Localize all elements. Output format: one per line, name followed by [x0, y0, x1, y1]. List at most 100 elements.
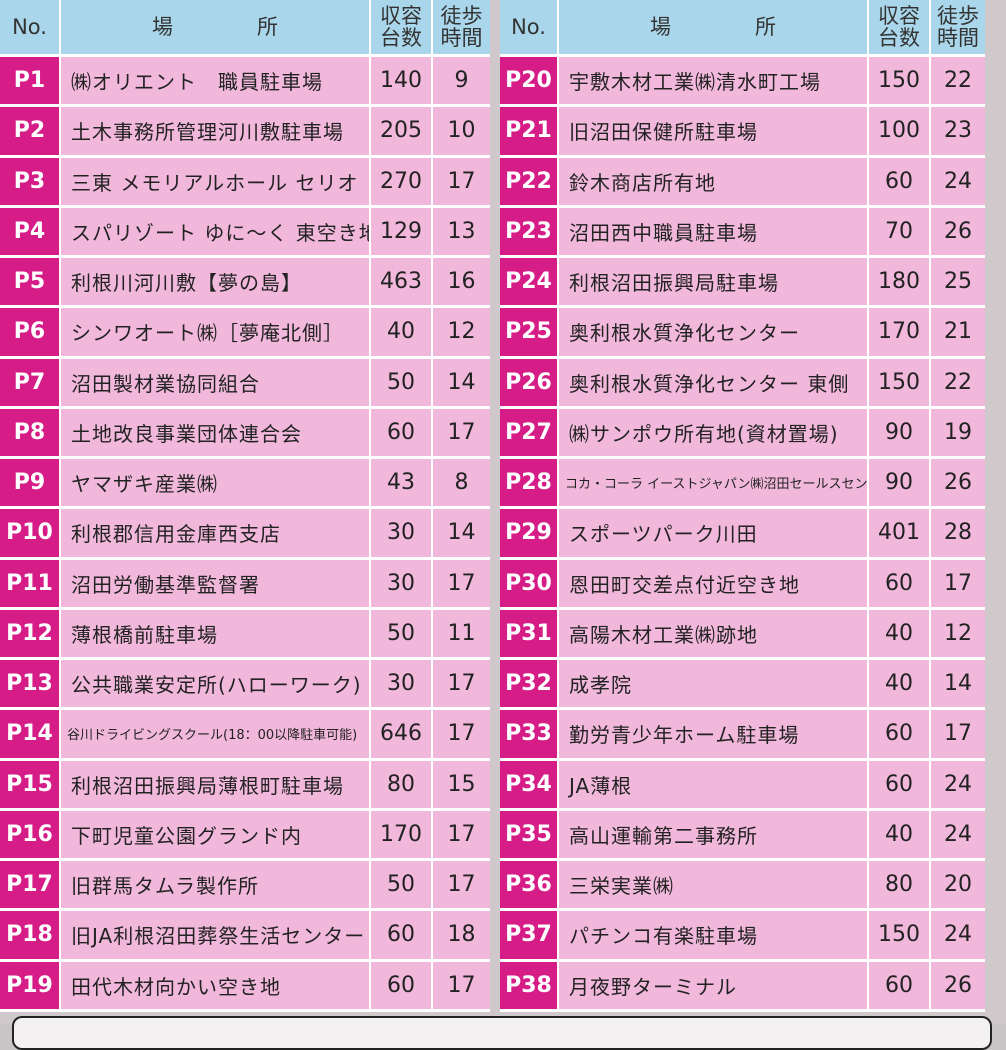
parking-capacity: 463: [370, 256, 433, 309]
parking-capacity: 50: [370, 608, 433, 661]
parking-capacity: 30: [370, 507, 433, 560]
table-row: P34 JA薄根 60 24: [500, 759, 985, 811]
table-row: P20 宇敷木材工業㈱清水町工場 150 22: [500, 55, 985, 108]
walking-minutes: 26: [930, 206, 985, 259]
parking-place-name: 谷川ドライビングスクール(18：00以降駐車可能): [60, 708, 371, 761]
parking-number: P37: [500, 909, 559, 962]
table-row: P35 高山運輸第二事務所 40 24: [500, 809, 985, 862]
walking-minutes: 22: [930, 357, 985, 409]
parking-number: P14: [0, 708, 61, 761]
table-header-row: No. 場所 収容 台数 徒歩 時間: [500, 0, 985, 57]
walking-minutes: 17: [432, 809, 490, 862]
walking-minutes: 26: [930, 960, 985, 1012]
parking-number: P5: [0, 256, 61, 309]
table-row: P10 利根郡信用金庫西支店 30 14: [0, 507, 490, 560]
table-row: P29 スポーツパーク川田 401 28: [500, 507, 985, 560]
table-row: P16 下町児童公園グランド内 170 17: [0, 809, 490, 862]
parking-capacity: 150: [868, 55, 931, 108]
walking-minutes: 17: [432, 859, 490, 912]
parking-capacity: 40: [868, 608, 931, 661]
parking-capacity: 170: [868, 306, 931, 359]
table-row: P1 ㈱オリエント 職員駐車場 140 9: [0, 55, 490, 108]
table-row: P32 成孝院 40 14: [500, 658, 985, 711]
parking-capacity: 40: [868, 658, 931, 711]
table-row: P13 公共職業安定所(ハローワーク) 30 17: [0, 658, 490, 711]
table-row: P17 旧群馬タムラ製作所 50 17: [0, 859, 490, 912]
parking-capacity: 205: [370, 105, 433, 158]
parking-place-name: 利根沼田振興局薄根町駐車場: [60, 759, 371, 811]
walking-minutes: 17: [432, 960, 490, 1012]
parking-number: P20: [500, 55, 559, 108]
table-row: P23 沼田西中職員駐車場 70 26: [500, 206, 985, 259]
parking-capacity: 150: [868, 357, 931, 409]
parking-capacity: 60: [868, 708, 931, 761]
table-row: P4 スパリゾート ゆに～く 東空き地 129 13: [0, 206, 490, 259]
parking-capacity: 43: [370, 457, 433, 510]
walking-minutes: 14: [930, 658, 985, 711]
parking-capacity: 90: [868, 457, 931, 510]
parking-place-name: 鈴木商店所有地: [558, 156, 869, 208]
parking-place-name: 土地改良事業団体連合会: [60, 407, 371, 460]
parking-place-name: JA薄根: [558, 759, 869, 811]
table-row: P14 谷川ドライビングスクール(18：00以降駐車可能) 646 17: [0, 708, 490, 761]
header-no: No.: [0, 0, 61, 57]
parking-place-name: スパリゾート ゆに～く 東空き地: [60, 206, 371, 259]
table-row: P33 勤労青少年ホーム駐車場 60 17: [500, 708, 985, 761]
walking-minutes: 28: [930, 507, 985, 560]
table-row: P3 三東 メモリアルホール セリオ 270 17: [0, 156, 490, 208]
parking-place-name: 奥利根水質浄化センター 東側: [558, 357, 869, 409]
parking-number: P35: [500, 809, 559, 862]
parking-number: P10: [0, 507, 61, 560]
walking-minutes: 17: [432, 658, 490, 711]
parking-capacity: 60: [868, 960, 931, 1012]
parking-place-name: 沼田西中職員駐車場: [558, 206, 869, 259]
parking-capacity: 60: [370, 909, 433, 962]
parking-place-name: 奥利根水質浄化センター: [558, 306, 869, 359]
walking-minutes: 14: [432, 357, 490, 409]
parking-capacity: 180: [868, 256, 931, 309]
header-capacity: 収容 台数: [868, 0, 931, 57]
parking-capacity: 50: [370, 357, 433, 409]
table-row: P9 ヤマザキ産業㈱ 43 8: [0, 457, 490, 510]
table-row: P24 利根沼田振興局駐車場 180 25: [500, 256, 985, 309]
table-row: P26 奥利根水質浄化センター 東側 150 22: [500, 357, 985, 409]
table-row: P25 奥利根水質浄化センター 170 21: [500, 306, 985, 359]
parking-capacity: 270: [370, 156, 433, 208]
parking-number: P8: [0, 407, 61, 460]
parking-place-name: パチンコ有楽駐車場: [558, 909, 869, 962]
table-row: P11 沼田労働基準監督署 30 17: [0, 558, 490, 610]
parking-place-name: コカ・コーラ イーストジャパン㈱沼田セールスセンター: [558, 457, 869, 510]
parking-place-name: 旧JA利根沼田葬祭生活センター: [60, 909, 371, 962]
parking-number: P25: [500, 306, 559, 359]
parking-table-right: No. 場所 収容 台数 徒歩 時間 P20 宇敷木材工業㈱清水町工場 150 22 P21…: [500, 0, 985, 1012]
table-row: P31 高陽木材工業㈱跡地 40 12: [500, 608, 985, 661]
walking-minutes: 14: [432, 507, 490, 560]
parking-place-name: 成孝院: [558, 658, 869, 711]
parking-capacity: 80: [370, 759, 433, 811]
parking-capacity: 90: [868, 407, 931, 460]
walking-minutes: 17: [930, 708, 985, 761]
parking-place-name: 旧沼田保健所駐車場: [558, 105, 869, 158]
parking-number: P3: [0, 156, 61, 208]
parking-capacity: 60: [370, 407, 433, 460]
parking-place-name: 恩田町交差点付近空き地: [558, 558, 869, 610]
walking-minutes: 21: [930, 306, 985, 359]
parking-capacity: 60: [370, 960, 433, 1012]
table-row: P18 旧JA利根沼田葬祭生活センター 60 18: [0, 909, 490, 962]
parking-number: P22: [500, 156, 559, 208]
walking-minutes: 17: [432, 558, 490, 610]
walking-minutes: 12: [930, 608, 985, 661]
parking-place-name: 薄根橋前駐車場: [60, 608, 371, 661]
parking-capacity: 646: [370, 708, 433, 761]
walking-minutes: 11: [432, 608, 490, 661]
table-header-row: No. 場所 収容 台数 徒歩 時間: [0, 0, 490, 57]
parking-place-name: 利根郡信用金庫西支店: [60, 507, 371, 560]
parking-number: P36: [500, 859, 559, 912]
parking-number: P11: [0, 558, 61, 610]
parking-number: P19: [0, 960, 61, 1012]
parking-number: P34: [500, 759, 559, 811]
walking-minutes: 13: [432, 206, 490, 259]
walking-minutes: 17: [432, 708, 490, 761]
walking-minutes: 24: [930, 156, 985, 208]
